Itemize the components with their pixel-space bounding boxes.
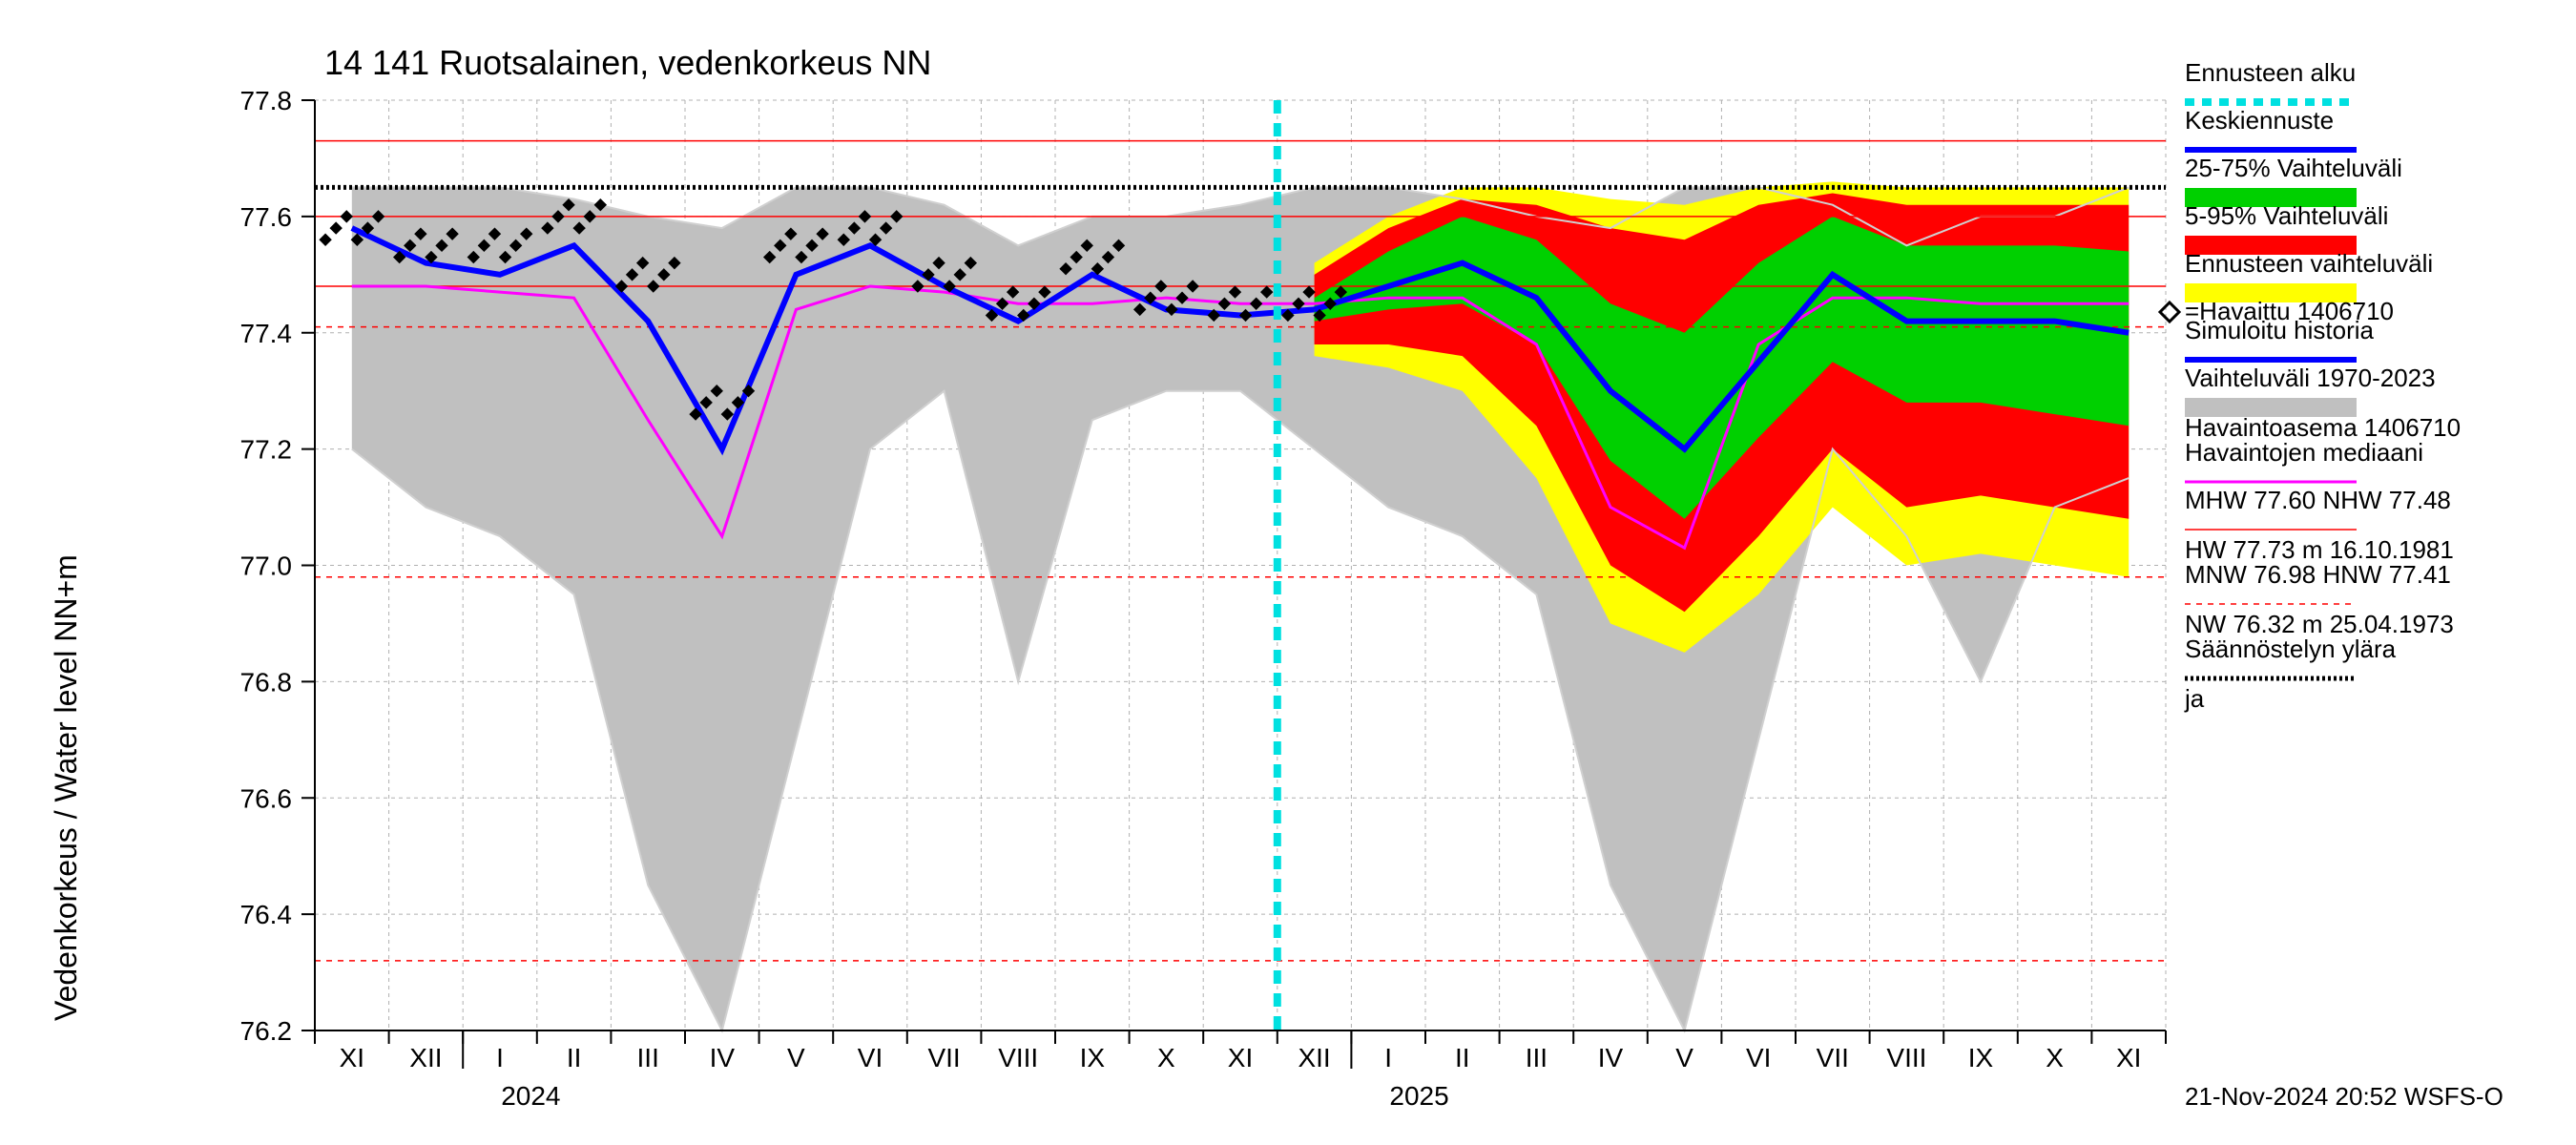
x-month-label: IV (710, 1043, 736, 1072)
x-year-label: 2025 (1389, 1081, 1448, 1111)
x-month-label: XI (1228, 1043, 1253, 1072)
x-month-label: VIII (1886, 1043, 1926, 1072)
x-month-label: IV (1598, 1043, 1624, 1072)
y-tick-label: 77.2 (240, 435, 293, 465)
y-tick-label: 77.0 (240, 552, 293, 581)
legend-label: 25-75% Vaihteluväli (2185, 154, 2402, 182)
x-month-label: VIII (998, 1043, 1038, 1072)
x-year-label: 2024 (501, 1081, 560, 1111)
x-month-label: V (787, 1043, 805, 1072)
x-month-label: X (2046, 1043, 2064, 1072)
x-month-label: VII (1817, 1043, 1849, 1072)
legend-label: 5-95% Vaihteluväli (2185, 201, 2388, 230)
legend-label: Ennusteen alku (2185, 58, 2356, 87)
x-month-label: VI (858, 1043, 883, 1072)
legend-label: Havaintojen mediaani (2185, 438, 2423, 467)
x-month-label: IX (1080, 1043, 1106, 1072)
x-month-label: XI (340, 1043, 364, 1072)
x-month-label: XII (1298, 1043, 1330, 1072)
x-month-label: VII (927, 1043, 960, 1072)
chart-container: 76.276.476.676.877.077.277.477.677.8XIXI… (0, 0, 2576, 1145)
legend-label: Keskiennuste (2185, 106, 2334, 135)
x-month-label: I (1384, 1043, 1392, 1072)
x-month-label: II (1455, 1043, 1470, 1072)
chart-footer: 21-Nov-2024 20:52 WSFS-O (2185, 1082, 2503, 1111)
x-month-label: X (1157, 1043, 1175, 1072)
x-month-label: IX (1968, 1043, 1994, 1072)
y-tick-label: 77.8 (240, 86, 293, 115)
y-tick-label: 77.6 (240, 202, 293, 232)
x-month-label: XI (2116, 1043, 2141, 1072)
x-month-label: I (496, 1043, 504, 1072)
x-month-label: III (1526, 1043, 1548, 1072)
chart-title: 14 141 Ruotsalainen, vedenkorkeus NN (324, 43, 931, 82)
chart-svg: 76.276.476.676.877.077.277.477.677.8XIXI… (0, 0, 2576, 1145)
x-month-label: VI (1746, 1043, 1771, 1072)
y-tick-label: 76.2 (240, 1016, 293, 1046)
x-month-label: XII (409, 1043, 442, 1072)
y-axis-label: Vedenkorkeus / Water level NN+m (49, 554, 83, 1021)
x-month-label: V (1675, 1043, 1693, 1072)
legend-label: Ennusteen vaihteluväli (2185, 249, 2433, 278)
legend-label: MNW 76.98 HNW 77.41 (2185, 560, 2451, 589)
x-month-label: II (567, 1043, 582, 1072)
legend-sublabel: ja (2184, 684, 2205, 713)
y-tick-label: 77.4 (240, 319, 293, 348)
legend-label: Vaihteluväli 1970-2023 (2185, 364, 2436, 392)
legend-label: MHW 77.60 NHW 77.48 (2185, 486, 2451, 514)
y-tick-label: 76.6 (240, 783, 293, 813)
legend-label: Säännöstelyn ylära (2185, 635, 2397, 663)
x-month-label: III (637, 1043, 659, 1072)
legend-label: Simuloitu historia (2185, 316, 2375, 344)
y-tick-label: 76.4 (240, 900, 293, 929)
y-tick-label: 76.8 (240, 667, 293, 697)
